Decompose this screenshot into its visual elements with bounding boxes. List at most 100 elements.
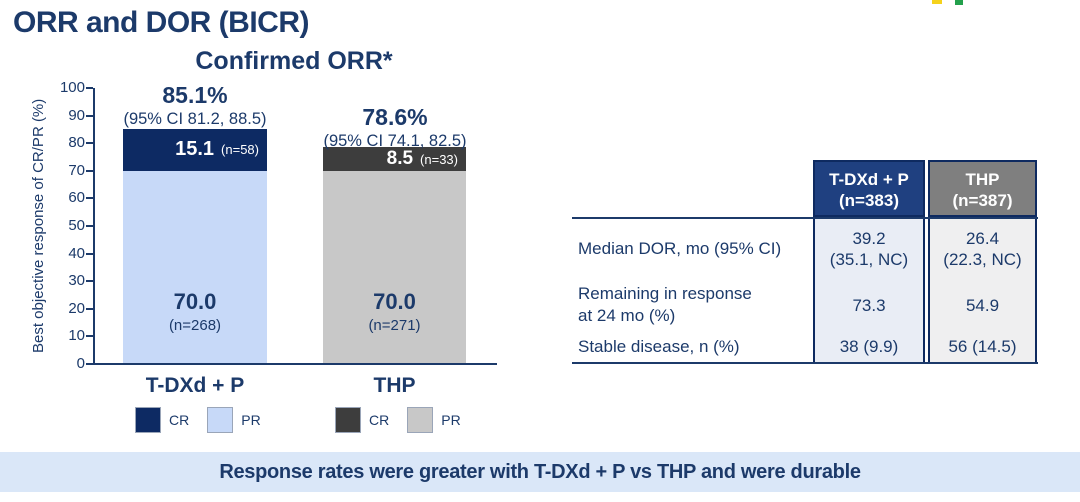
orr-total-label: 85.1% — [162, 82, 228, 108]
header-line1: T-DXd + P — [829, 170, 909, 189]
row-label: Stable disease, n (%) — [578, 331, 808, 362]
cr-n-label: (n=58) — [221, 142, 259, 158]
y-tick-label: 50 — [68, 217, 85, 234]
y-tick-label: 40 — [68, 244, 85, 262]
table-header-thp: THP (n=387) — [928, 160, 1037, 217]
row-label-line1: Remaining in response — [578, 284, 752, 303]
cell-line1: 26.4 — [965, 229, 1000, 248]
y-tick-label: 90 — [68, 106, 85, 124]
pr-value-label: 70.0 — [373, 288, 416, 314]
cell-line2: (22.3, NC) — [943, 250, 1022, 269]
pr-value-label: 70.0 — [173, 288, 217, 314]
y-tick-mark — [86, 114, 93, 117]
y-tick-mark — [86, 280, 93, 283]
table-row: Stable disease, n (%) 38 (9.9) 56 (14.5) — [572, 331, 1038, 362]
y-tick-mark — [86, 142, 93, 145]
y-tick-mark — [86, 307, 93, 310]
y-tick-label: 70 — [68, 161, 85, 179]
legend-swatch-pr — [207, 407, 234, 433]
bar-segment-pr: 70.0 (n=271) — [323, 170, 466, 364]
header-line2: (n=383) — [839, 191, 899, 210]
cell-tdxd-p: 39.2 (35.1, NC) — [813, 219, 925, 279]
y-tick-mark — [86, 363, 93, 365]
row-label-line2: at 24 mo (%) — [578, 306, 676, 325]
pr-label-block: 70.0 (n=271) — [323, 289, 466, 334]
y-tick-label: 60 — [68, 189, 85, 207]
y-tick-label: 30 — [68, 272, 85, 290]
pr-n-label: (n=268) — [168, 316, 222, 334]
legend-swatch-cr — [135, 407, 161, 433]
cell-line1: 54.9 — [965, 295, 1000, 315]
pr-label-block: 70.0 (n=268) — [123, 289, 267, 334]
legend-swatch-pr — [407, 407, 434, 433]
chart-title: Confirmed ORR* — [195, 47, 393, 75]
annotation-tdxd-p: 85.1% (95% CI 81.2, 88.5) — [95, 82, 295, 129]
cr-n-label: (n=33) — [420, 151, 458, 167]
logo-fragment-green — [955, 0, 963, 5]
cell-thp: 54.9 — [928, 279, 1037, 331]
bar-segment-pr: 70.0 (n=268) — [123, 170, 267, 364]
row-label-line1: Median DOR, mo (95% CI) — [578, 239, 782, 258]
cr-value-label: 8.5 — [386, 148, 414, 170]
bar-chart: 100 90 80 70 60 50 40 30 20 10 0 15.1 (n=58) 70.0 … — [60, 79, 497, 372]
pr-n-label: (n=271) — [368, 316, 421, 334]
cell-line2: (35.1, NC) — [829, 250, 909, 269]
logo-fragment-yellow — [932, 0, 942, 4]
y-tick-label: 20 — [68, 299, 85, 317]
page-title: ORR and DOR (BICR) — [13, 6, 309, 39]
annotation-thp: 78.6% (95% CI 74.1, 82.5) — [295, 104, 495, 151]
cell-line1: 39.2 — [852, 229, 886, 248]
row-label: Median DOR, mo (95% CI) — [578, 219, 808, 279]
y-tick-label: 100 — [59, 79, 85, 96]
cell-line1: 38 (9.9) — [839, 337, 899, 356]
table-row: Median DOR, mo (95% CI) 39.2 (35.1, NC) … — [572, 219, 1038, 279]
legend-label-pr: PR — [441, 412, 461, 428]
table-rule-bottom — [572, 362, 1038, 364]
orr-ci-label: (95% CI 74.1, 82.5) — [323, 132, 467, 150]
table-header-tdxd-p: T-DXd + P (n=383) — [813, 160, 925, 217]
cell-tdxd-p: 73.3 — [813, 279, 925, 331]
takeaway-banner: Response rates were greater with T-DXd +… — [0, 452, 1080, 492]
bar-thp: 8.5 (n=33) 70.0 (n=271) — [323, 147, 466, 364]
y-tick-label: 80 — [68, 134, 85, 152]
y-tick-label: 10 — [68, 327, 85, 345]
y-tick-mark — [86, 197, 93, 200]
legend-label-cr: CR — [169, 412, 190, 428]
orr-ci-label: (95% CI 81.2, 88.5) — [123, 110, 267, 128]
y-tick-mark — [86, 169, 93, 172]
orr-total-label: 78.6% — [362, 104, 428, 130]
header-line1: THP — [965, 170, 1000, 189]
table-column-bg-thp — [928, 217, 1037, 364]
cell-line1: 73.3 — [852, 295, 886, 315]
y-tick-mark — [86, 225, 93, 227]
x-category-tdxd-p: T-DXd + P — [145, 374, 245, 397]
cell-line1: 56 (14.5) — [948, 337, 1017, 356]
x-category-thp: THP — [373, 374, 416, 397]
legend-label-cr: CR — [369, 412, 390, 428]
legend-label-pr: PR — [241, 412, 261, 428]
cell-thp: 56 (14.5) — [928, 331, 1037, 362]
header-line2: (n=387) — [952, 191, 1013, 210]
legend-tdxd-p: CR PR — [135, 407, 279, 433]
y-tick-mark — [86, 335, 93, 338]
row-label-line1: Stable disease, n (%) — [578, 336, 740, 356]
table-rule-top — [572, 217, 1038, 219]
table-row: Remaining in response at 24 mo (%) 73.3 … — [572, 279, 1038, 331]
legend-thp: CR PR — [335, 407, 479, 433]
y-tick-mark — [86, 87, 93, 89]
row-label: Remaining in response at 24 mo (%) — [578, 279, 808, 331]
bar-tdxd-p: 15.1 (n=58) 70.0 (n=268) — [123, 129, 267, 364]
bar-segment-cr: 15.1 (n=58) — [123, 129, 267, 171]
cr-value-label: 15.1 — [175, 138, 215, 161]
table-column-bg-tdxd-p — [813, 217, 925, 364]
dor-table: T-DXd + P (n=383) THP (n=387) Median DOR… — [572, 160, 1038, 366]
cell-tdxd-p: 38 (9.9) — [813, 331, 925, 362]
x-axis-line — [93, 363, 497, 365]
y-tick-mark — [86, 252, 93, 255]
legend-swatch-cr — [335, 407, 361, 433]
cell-thp: 26.4 (22.3, NC) — [928, 219, 1037, 279]
bar-segment-cr: 8.5 (n=33) — [323, 147, 466, 171]
y-tick-label: 0 — [76, 355, 85, 372]
takeaway-text: Response rates were greater with T-DXd +… — [219, 460, 861, 483]
